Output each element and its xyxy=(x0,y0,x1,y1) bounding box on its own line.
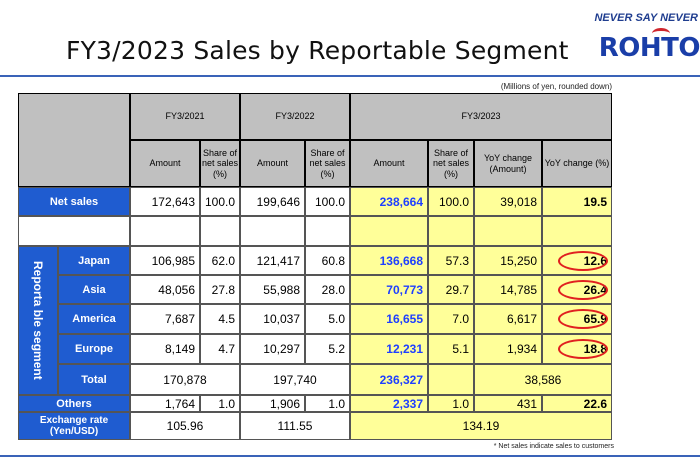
segment-cell: 1,934 xyxy=(474,334,542,364)
segment-cell: 48,056 xyxy=(130,275,200,304)
row-label-net-sales: Net sales xyxy=(18,187,130,216)
net-sales-cell: 100.0 xyxy=(428,187,474,216)
row-label-america: America xyxy=(58,304,130,334)
segment-cell: 5.0 xyxy=(305,304,350,334)
segment-cell: 136,668 xyxy=(350,246,428,275)
row-label-asia: Asia xyxy=(58,275,130,304)
segment-cell: 60.8 xyxy=(305,246,350,275)
row-label-total: Total xyxy=(58,364,130,395)
tagline: NEVER SAY NEVER xyxy=(594,12,698,24)
net-sales-cell: 238,664 xyxy=(350,187,428,216)
header-corner xyxy=(18,93,130,187)
row-label-exchange: Exchange rate (Yen/USD) xyxy=(18,412,130,440)
logo-arc-icon xyxy=(652,28,670,39)
top-divider xyxy=(0,75,700,77)
segment-cell: 4.5 xyxy=(200,304,240,334)
row-label-europe: Europe xyxy=(58,334,130,364)
col-header-amount: Amount xyxy=(130,140,200,187)
exchange-cell: 134.19 xyxy=(350,412,612,440)
col-header-yoy-amount: YoY change (Amount) xyxy=(474,140,542,187)
net-sales-cell: 100.0 xyxy=(200,187,240,216)
blank-cell xyxy=(240,216,305,246)
yoy-highlight-circle xyxy=(558,309,608,329)
blank-cell xyxy=(350,216,428,246)
segment-group-label: Reporta ble segment xyxy=(18,246,58,395)
segment-cell: 57.3 xyxy=(428,246,474,275)
others-cell: 2,337 xyxy=(350,395,428,412)
segment-cell: 106,985 xyxy=(130,246,200,275)
year-header: FY3/2023 xyxy=(350,93,612,140)
others-cell: 1.0 xyxy=(428,395,474,412)
segment-cell: 5.1 xyxy=(428,334,474,364)
blank-cell xyxy=(18,216,130,246)
segment-cell: 14,785 xyxy=(474,275,542,304)
bottom-divider xyxy=(0,455,700,457)
net-sales-cell: 19.5 xyxy=(542,187,612,216)
col-header-share: Share of net sales (%) xyxy=(428,140,474,187)
yoy-highlight-circle xyxy=(558,279,608,300)
yoy-highlight-circle xyxy=(558,339,608,359)
others-cell: 1,906 xyxy=(240,395,305,412)
year-header: FY3/2022 xyxy=(240,93,350,140)
segment-cell: 10,297 xyxy=(240,334,305,364)
others-cell: 1,764 xyxy=(130,395,200,412)
others-cell: 431 xyxy=(474,395,542,412)
net-sales-cell: 172,643 xyxy=(130,187,200,216)
net-sales-cell: 199,646 xyxy=(240,187,305,216)
segment-cell: 10,037 xyxy=(240,304,305,334)
segment-cell: 7,687 xyxy=(130,304,200,334)
year-header: FY3/2021 xyxy=(130,93,240,140)
blank-cell xyxy=(428,216,474,246)
segment-cell: 7.0 xyxy=(428,304,474,334)
segment-cell: 8,149 xyxy=(130,334,200,364)
blank-cell xyxy=(200,216,240,246)
segment-cell: 12,231 xyxy=(350,334,428,364)
segment-cell: 70,773 xyxy=(350,275,428,304)
total-cell: 236,327 xyxy=(350,364,428,395)
segment-cell: 28.0 xyxy=(305,275,350,304)
segment-cell: 6,617 xyxy=(474,304,542,334)
segment-cell: 62.0 xyxy=(200,246,240,275)
page-title: FY3/2023 Sales by Reportable Segment xyxy=(66,36,569,65)
yoy-highlight-circle xyxy=(558,250,608,271)
col-header-share: Share of net sales (%) xyxy=(200,140,240,187)
segment-cell: 5.2 xyxy=(305,334,350,364)
col-header-yoy-pct: YoY change (%) xyxy=(542,140,612,187)
segment-cell: 55,988 xyxy=(240,275,305,304)
net-sales-cell: 39,018 xyxy=(474,187,542,216)
total-cell: 170,878 xyxy=(130,364,240,395)
total-cell: 38,586 xyxy=(474,364,612,395)
others-cell: 1.0 xyxy=(200,395,240,412)
blank-cell xyxy=(305,216,350,246)
col-header-amount: Amount xyxy=(240,140,305,187)
unit-note: (Millions of yen, rounded down) xyxy=(500,82,612,91)
segment-cell: 27.8 xyxy=(200,275,240,304)
net-sales-cell: 100.0 xyxy=(305,187,350,216)
segment-cell: 16,655 xyxy=(350,304,428,334)
segment-cell: 15,250 xyxy=(474,246,542,275)
footnote: * Net sales indicate sales to customers xyxy=(493,443,614,450)
blank-cell xyxy=(542,216,612,246)
total-cell: 197,740 xyxy=(240,364,350,395)
row-label-japan: Japan xyxy=(58,246,130,275)
exchange-cell: 105.96 xyxy=(130,412,240,440)
others-cell: 22.6 xyxy=(542,395,612,412)
segment-cell: 4.7 xyxy=(200,334,240,364)
rohto-logo: ROHTO xyxy=(598,33,700,63)
col-header-amount: Amount xyxy=(350,140,428,187)
segment-cell: 121,417 xyxy=(240,246,305,275)
others-cell: 1.0 xyxy=(305,395,350,412)
exchange-cell: 111.55 xyxy=(240,412,350,440)
segment-cell: 29.7 xyxy=(428,275,474,304)
row-label-others: Others xyxy=(18,395,130,412)
blank-cell xyxy=(474,216,542,246)
col-header-share: Share of net sales (%) xyxy=(305,140,350,187)
blank-cell xyxy=(130,216,200,246)
total-cell xyxy=(428,364,474,395)
